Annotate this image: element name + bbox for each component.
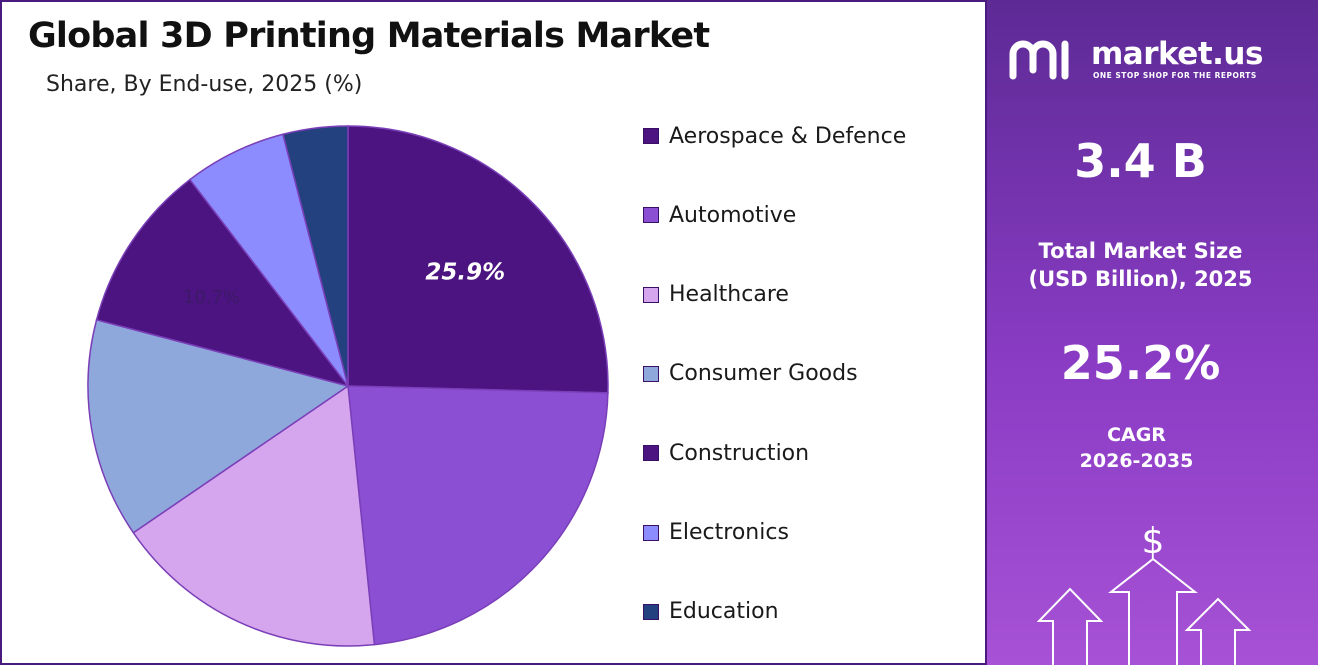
legend-label: Electronics [669,520,789,545]
pie-chart: 25.9% 10.7% [87,125,609,647]
legend-item: Consumer Goods [643,359,858,389]
legend-label: Aerospace & Defence [669,123,907,149]
brand: market.us ONE STOP SHOP FOR THE REPORTS [1007,36,1307,86]
legend-item: Construction [643,438,809,468]
legend-item: Automotive [643,200,796,230]
chart-subtitle: Share, By End-use, 2025 (%) [46,72,363,97]
legend-label: Construction [669,440,810,466]
market-size-label-line2: (USD Billion), 2025 [1028,267,1253,292]
legend-label: Education [669,599,779,625]
market-size-label: Total Market Size (USD Billion), 2025 [987,237,1306,294]
cagr-label: CAGR 2026-2035 [987,423,1302,474]
cagr-value: 25.2% [1060,336,1221,390]
legend-label: Automotive [669,202,797,228]
legend-swatch [643,445,659,462]
legend-swatch [643,207,659,224]
market-us-logo-icon [1009,40,1069,80]
dollar-sign: $ [1142,521,1165,562]
legend-item: Education [643,597,779,627]
chart-panel: Global 3D Printing Materials Market Shar… [0,0,987,665]
legend-label: Consumer Goods [669,361,858,387]
cagr-label-line2: 2026-2035 [1079,449,1194,472]
legend-item: Healthcare [643,280,789,310]
legend-item: Aerospace & Defence [643,121,906,151]
legend-swatch [643,128,659,144]
brand-tagline: ONE STOP SHOP FOR THE REPORTS [1093,71,1257,80]
pie-slice-consumer-goods [87,318,350,534]
pie-slice-construction [95,178,350,388]
legend-swatch [643,603,659,620]
data-label: 10.7% [183,287,240,308]
legend-label: Healthcare [669,282,789,308]
pie-slice-aerospace-defence [347,125,609,394]
pie-slice-automotive [347,385,609,646]
cagr-label-line1: CAGR [1107,424,1166,446]
pie-slice-healthcare [132,384,376,647]
pie-slice-education [282,125,349,387]
legend-swatch [643,365,659,382]
brand-name: market.us [1091,36,1263,72]
market-size-value: 3.4 B [1074,134,1207,188]
chart-title: Global 3D Printing Materials Market [28,16,710,56]
legend-swatch [643,524,659,541]
market-size-label-line1: Total Market Size [1038,239,1243,263]
growth-arrows-icon: $ [1037,521,1252,665]
summary-panel: market.us ONE STOP SHOP FOR THE REPORTS … [987,0,1318,665]
legend-swatch [643,286,659,303]
legend-item: Electronics [643,518,789,548]
data-label: 25.9% [425,260,505,286]
